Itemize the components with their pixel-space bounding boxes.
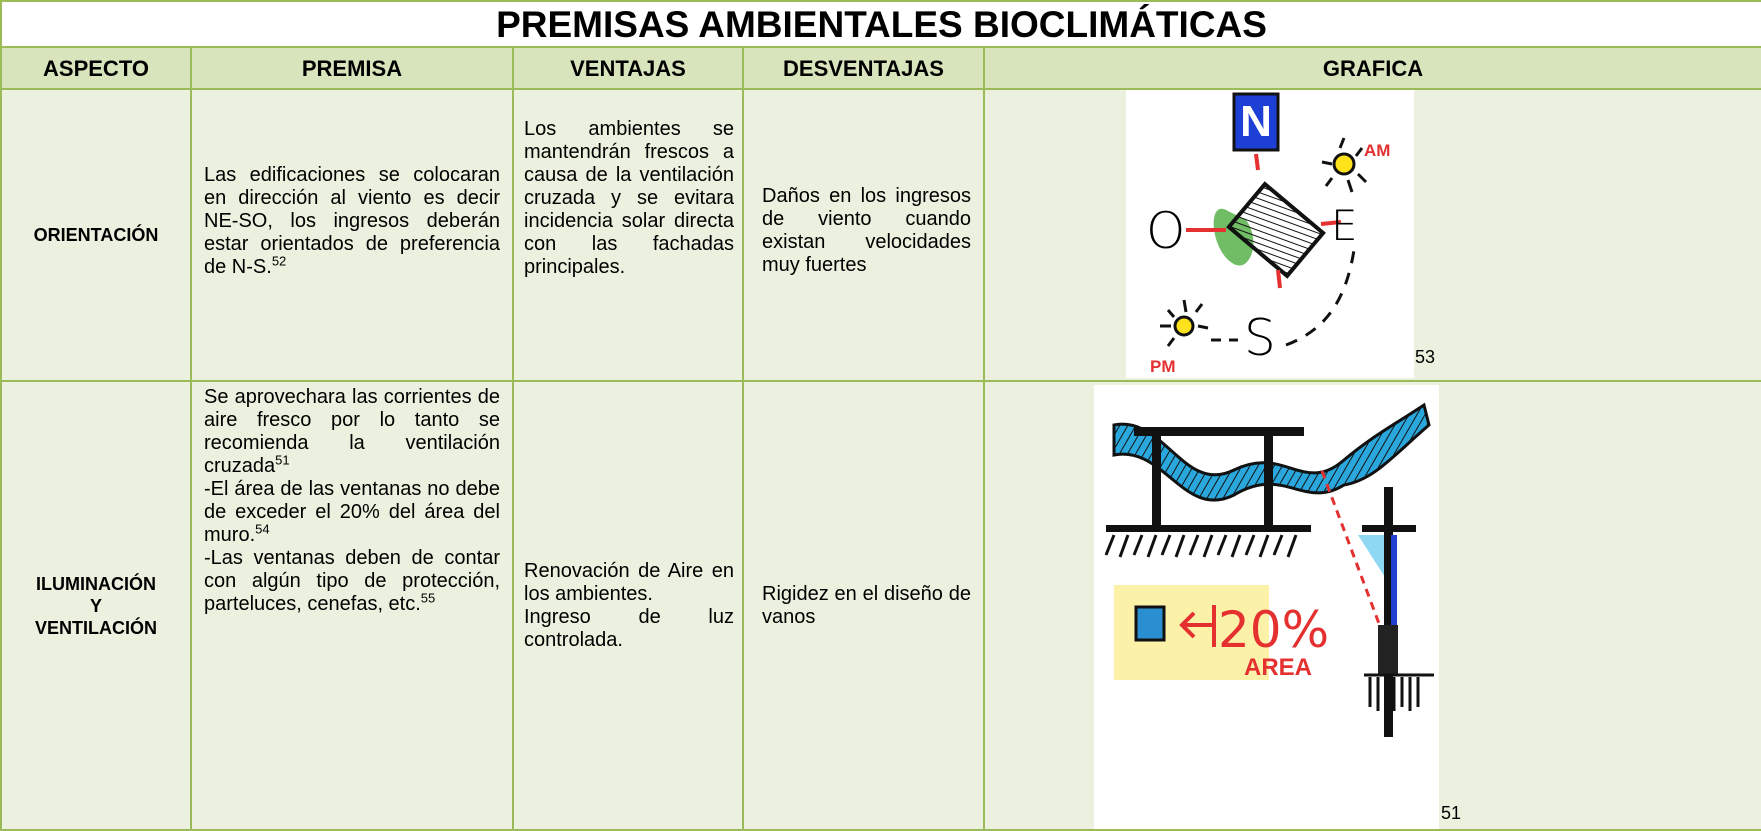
aspect: Y	[89, 595, 102, 616]
advantages-cell: Los ambientes se mantendrán frescos a ca…	[512, 88, 744, 382]
header-cell: DESVENTAJAS	[742, 46, 985, 90]
premise-cell: Las edificaciones se colocaran en direcc…	[190, 88, 514, 382]
premise-text: -El área de las ventanas no debe de exce…	[204, 478, 500, 546]
header-cell: VENTAJAS	[512, 46, 744, 90]
header-cell: PREMISA	[190, 46, 514, 90]
footnote-ref: 55	[420, 590, 436, 606]
sketch-label: PM	[1150, 357, 1176, 376]
aspect: ORIENTACIÓN	[33, 225, 159, 245]
table-title: PREMISAS AMBIENTALES BIOCLIMÁTICAS	[0, 0, 1761, 48]
advantage: Renovación de Aire en los ambientes.	[524, 559, 734, 605]
sketch-label: 20%	[1218, 601, 1329, 659]
footnote-ref: 51	[1441, 803, 1462, 823]
sketch-label: O	[1146, 202, 1185, 260]
aspect: VENTILACIÓN	[34, 617, 157, 638]
disadvantages-cell: Rigidez en el diseño de vanos	[742, 380, 985, 831]
graphic-cell: 20% AREA 51	[982, 380, 1761, 831]
footnote-ref: 51	[275, 452, 290, 468]
row: ILUMINACIÓN Y VENTILACIÓN Se aprovechara…	[0, 380, 1761, 831]
premise-cell: Se aprovechara las corrientes de aire fr…	[190, 380, 514, 831]
disadvantages-cell: Daños en los ingresos de viento cuando e…	[742, 88, 985, 382]
advantage: Los ambientes se mantendrán frescos a ca…	[524, 118, 734, 278]
advantages-cell: Renovación de Aire en los ambientes. Ing…	[512, 380, 744, 831]
aspect-cell: ORIENTACIÓN	[0, 88, 192, 382]
premise: -El área de las ventanas no debe de exce…	[204, 478, 500, 547]
premise: Se aprovechara las corrientes de aire fr…	[204, 386, 500, 478]
footnote-ref: 53	[1415, 347, 1436, 367]
disadvantage: Daños en los ingresos de viento cuando e…	[762, 185, 971, 276]
aspect: ILUMINACIÓN	[36, 573, 156, 594]
sketch-label: N	[1240, 97, 1272, 146]
header-cell: GRAFICA	[982, 46, 1761, 90]
premise-text: Las edificaciones se colocaran en direcc…	[204, 163, 500, 278]
sketch-label: AREA	[1244, 654, 1312, 681]
premise-text: -Las ventanas deben de contar con algún …	[204, 547, 500, 615]
premise: Las edificaciones se colocaran en direcc…	[204, 164, 500, 279]
advantage: Ingreso de luz controlada.	[524, 605, 734, 651]
header-cell: ASPECTO	[0, 46, 192, 90]
orientation-sketch: N O E S AM PM	[1126, 90, 1414, 378]
footnote-ref: 54	[255, 521, 270, 537]
title-row: PREMISAS AMBIENTALES BIOCLIMÁTICAS	[0, 0, 1761, 48]
header-row: ASPECTO PREMISA VENTAJAS DESVENTAJAS GRA…	[0, 46, 1761, 90]
ventilation-sketch: 20% AREA	[1094, 385, 1439, 829]
disadvantage: Rigidez en el diseño de vanos	[762, 582, 971, 628]
footnote-ref: 52	[271, 252, 287, 268]
premise-text: Se aprovechara las corrientes de aire fr…	[204, 386, 500, 477]
row: ORIENTACIÓN Las edificaciones se colocar…	[0, 88, 1761, 382]
sketch-label: E	[1331, 201, 1358, 250]
sketch-label: S	[1244, 309, 1276, 367]
premise: -Las ventanas deben de contar con algún …	[204, 547, 500, 616]
graphic-cell: N O E S AM PM 53	[982, 88, 1761, 382]
sketch-label: AM	[1364, 141, 1390, 160]
aspect-cell: ILUMINACIÓN Y VENTILACIÓN	[0, 380, 192, 831]
